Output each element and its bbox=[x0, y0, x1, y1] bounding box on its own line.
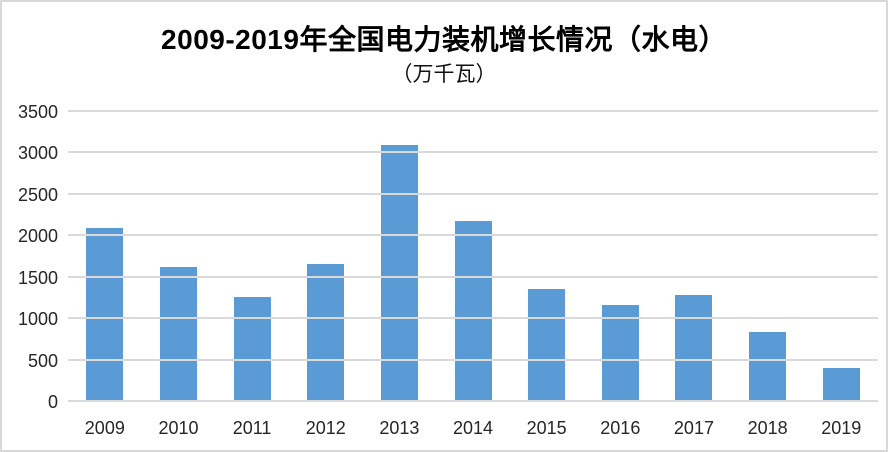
x-tick-label-2018: 2018 bbox=[747, 418, 788, 438]
bar-2012 bbox=[307, 263, 345, 402]
bar-2019 bbox=[822, 367, 860, 402]
bar-slot-2018 bbox=[731, 112, 805, 402]
x-tick-label-2009: 2009 bbox=[84, 418, 125, 438]
gridline-2000 bbox=[68, 234, 878, 237]
chart-title: 2009-2019年全国电力装机增长情况（水电） bbox=[161, 24, 727, 55]
bar-2014 bbox=[454, 221, 492, 402]
bar-2015 bbox=[528, 288, 566, 402]
y-tick-label-1000: 1000 bbox=[17, 309, 58, 330]
x-tick-label-2011: 2011 bbox=[232, 418, 272, 438]
chart-subtitle: （万千瓦） bbox=[391, 63, 497, 86]
y-tick-label-2000: 2000 bbox=[17, 226, 58, 247]
bar-2010 bbox=[159, 266, 197, 402]
gridline-1000 bbox=[68, 317, 878, 320]
gridline-2500 bbox=[68, 192, 878, 195]
x-tick-label-2019: 2019 bbox=[821, 418, 862, 438]
bar-slot-2009 bbox=[68, 112, 142, 402]
gridline-3500 bbox=[68, 110, 878, 112]
x-tick-label-2016: 2016 bbox=[600, 418, 641, 438]
bar-2013 bbox=[380, 145, 418, 402]
x-tick-label-2014: 2014 bbox=[453, 418, 494, 438]
x-tick-label-2012: 2012 bbox=[305, 418, 346, 438]
x-tick-label-2017: 2017 bbox=[673, 418, 714, 438]
y-tick-label-500: 500 bbox=[27, 350, 58, 371]
gridline-500 bbox=[68, 358, 878, 361]
y-tick-label-3000: 3000 bbox=[17, 143, 58, 164]
gridline-0 bbox=[68, 400, 878, 402]
plot-area bbox=[68, 110, 878, 402]
bar-slot-2011 bbox=[215, 112, 289, 402]
bar-2018 bbox=[749, 331, 787, 402]
bar-slot-2010 bbox=[142, 112, 216, 402]
bar-slot-2016 bbox=[583, 112, 657, 402]
gridline-1500 bbox=[68, 275, 878, 278]
y-axis-labels: 0 500 1000 1500 2000 2500 3000 3500 bbox=[2, 2, 58, 450]
x-tick-label-2015: 2015 bbox=[526, 418, 567, 438]
bar-2016 bbox=[601, 305, 639, 402]
y-tick-label-2500: 2500 bbox=[17, 184, 58, 205]
bar-2009 bbox=[86, 228, 124, 402]
y-tick-label-1500: 1500 bbox=[17, 267, 58, 288]
x-tick-label-2010: 2010 bbox=[158, 418, 199, 438]
x-axis-labels: 2009 2010 2011 2012 2013 2014 2015 2016 2017 2018… bbox=[68, 412, 878, 439]
gridline-3000 bbox=[68, 151, 878, 154]
y-tick-label-3500: 3500 bbox=[17, 102, 58, 122]
y-tick-label-0: 0 bbox=[47, 392, 58, 412]
bar-2011 bbox=[233, 296, 271, 402]
x-tick-label-2013: 2013 bbox=[379, 418, 420, 438]
bar-slot-2019 bbox=[804, 112, 878, 402]
bar-slot-2015 bbox=[510, 112, 584, 402]
bar-slot-2012 bbox=[289, 112, 363, 402]
bar-slot-2017 bbox=[657, 112, 731, 402]
bar-slot-2014 bbox=[436, 112, 510, 402]
bar-2017 bbox=[675, 295, 713, 402]
